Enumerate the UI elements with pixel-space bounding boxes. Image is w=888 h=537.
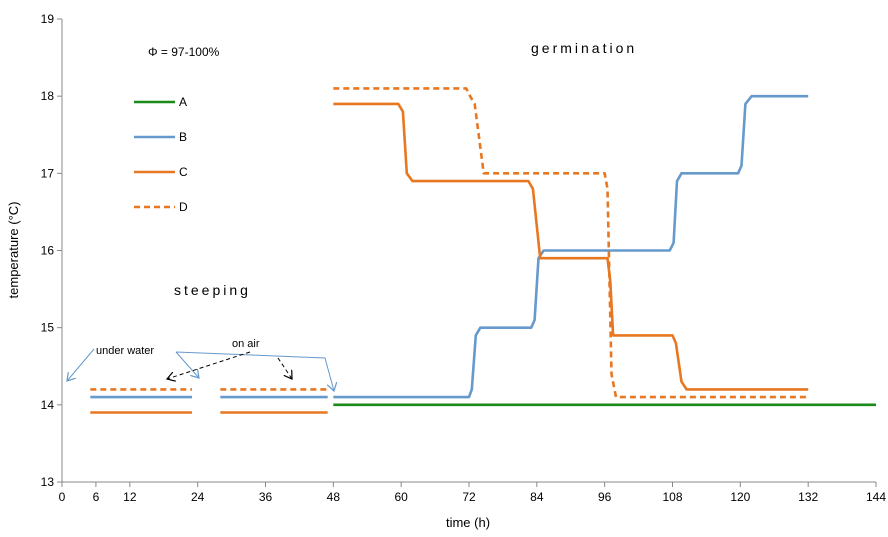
x-tick-label: 84 (530, 490, 544, 504)
x-tick-label: 36 (259, 490, 273, 504)
x-tick-label: 132 (798, 490, 818, 504)
x-tick-label: 60 (394, 490, 408, 504)
x-tick-label: 24 (191, 490, 205, 504)
on-air-arrows (167, 351, 292, 379)
under-water-arrow-left (67, 348, 95, 381)
y-tick-label: 16 (41, 244, 55, 258)
germination-annotation: germination (531, 40, 637, 56)
y-tick-label: 15 (41, 321, 55, 335)
x-tick-label: 0 (59, 490, 66, 504)
y-tick-label: 13 (41, 475, 55, 489)
y-tick-label: 19 (41, 12, 55, 26)
y-tick-label: 17 (41, 166, 55, 180)
legend-label-c: C (179, 165, 188, 179)
series-b-line (333, 94, 809, 399)
series-c-line (333, 102, 809, 391)
on-air-annotation: on air (232, 338, 260, 350)
x-tick-label: 144 (866, 490, 886, 504)
y-axis-title: temperature (°C) (6, 202, 21, 299)
x-tick-label: 120 (730, 490, 750, 504)
steeping-annotation: steeping (174, 282, 251, 298)
on-air-arrow-right (277, 357, 292, 379)
humidity-annotation: Φ = 97-100% (148, 45, 220, 59)
x-tick-label: 72 (462, 490, 476, 504)
series-lines (90, 87, 876, 414)
x-axis-title: time (h) (446, 515, 490, 530)
x-tick-label: 12 (123, 490, 137, 504)
x-tick-label: 48 (327, 490, 341, 504)
under-water-arrow-right (175, 351, 334, 391)
y-tick-label: 14 (41, 398, 55, 412)
under-water-annotation: under water (96, 345, 154, 357)
x-tick-label: 108 (662, 490, 682, 504)
series-d-line (333, 87, 809, 399)
under-water-arrows (67, 348, 334, 391)
under-water-arrow-middle (175, 351, 199, 378)
x-tick-label: 96 (598, 490, 612, 504)
legend-label-b: B (179, 130, 187, 144)
tick-labels: 13 14 15 16 17 18 19 0 6 12 24 36 48 60 72 84 96 108 120 13… (41, 12, 887, 504)
legend-label-a: A (179, 95, 187, 109)
legend-label-d: D (179, 200, 188, 214)
y-tick-label: 18 (41, 89, 55, 103)
axes (57, 18, 877, 487)
x-tick-label: 6 (93, 490, 100, 504)
legend: A B C D (134, 95, 188, 214)
on-air-arrow-left (167, 351, 251, 379)
